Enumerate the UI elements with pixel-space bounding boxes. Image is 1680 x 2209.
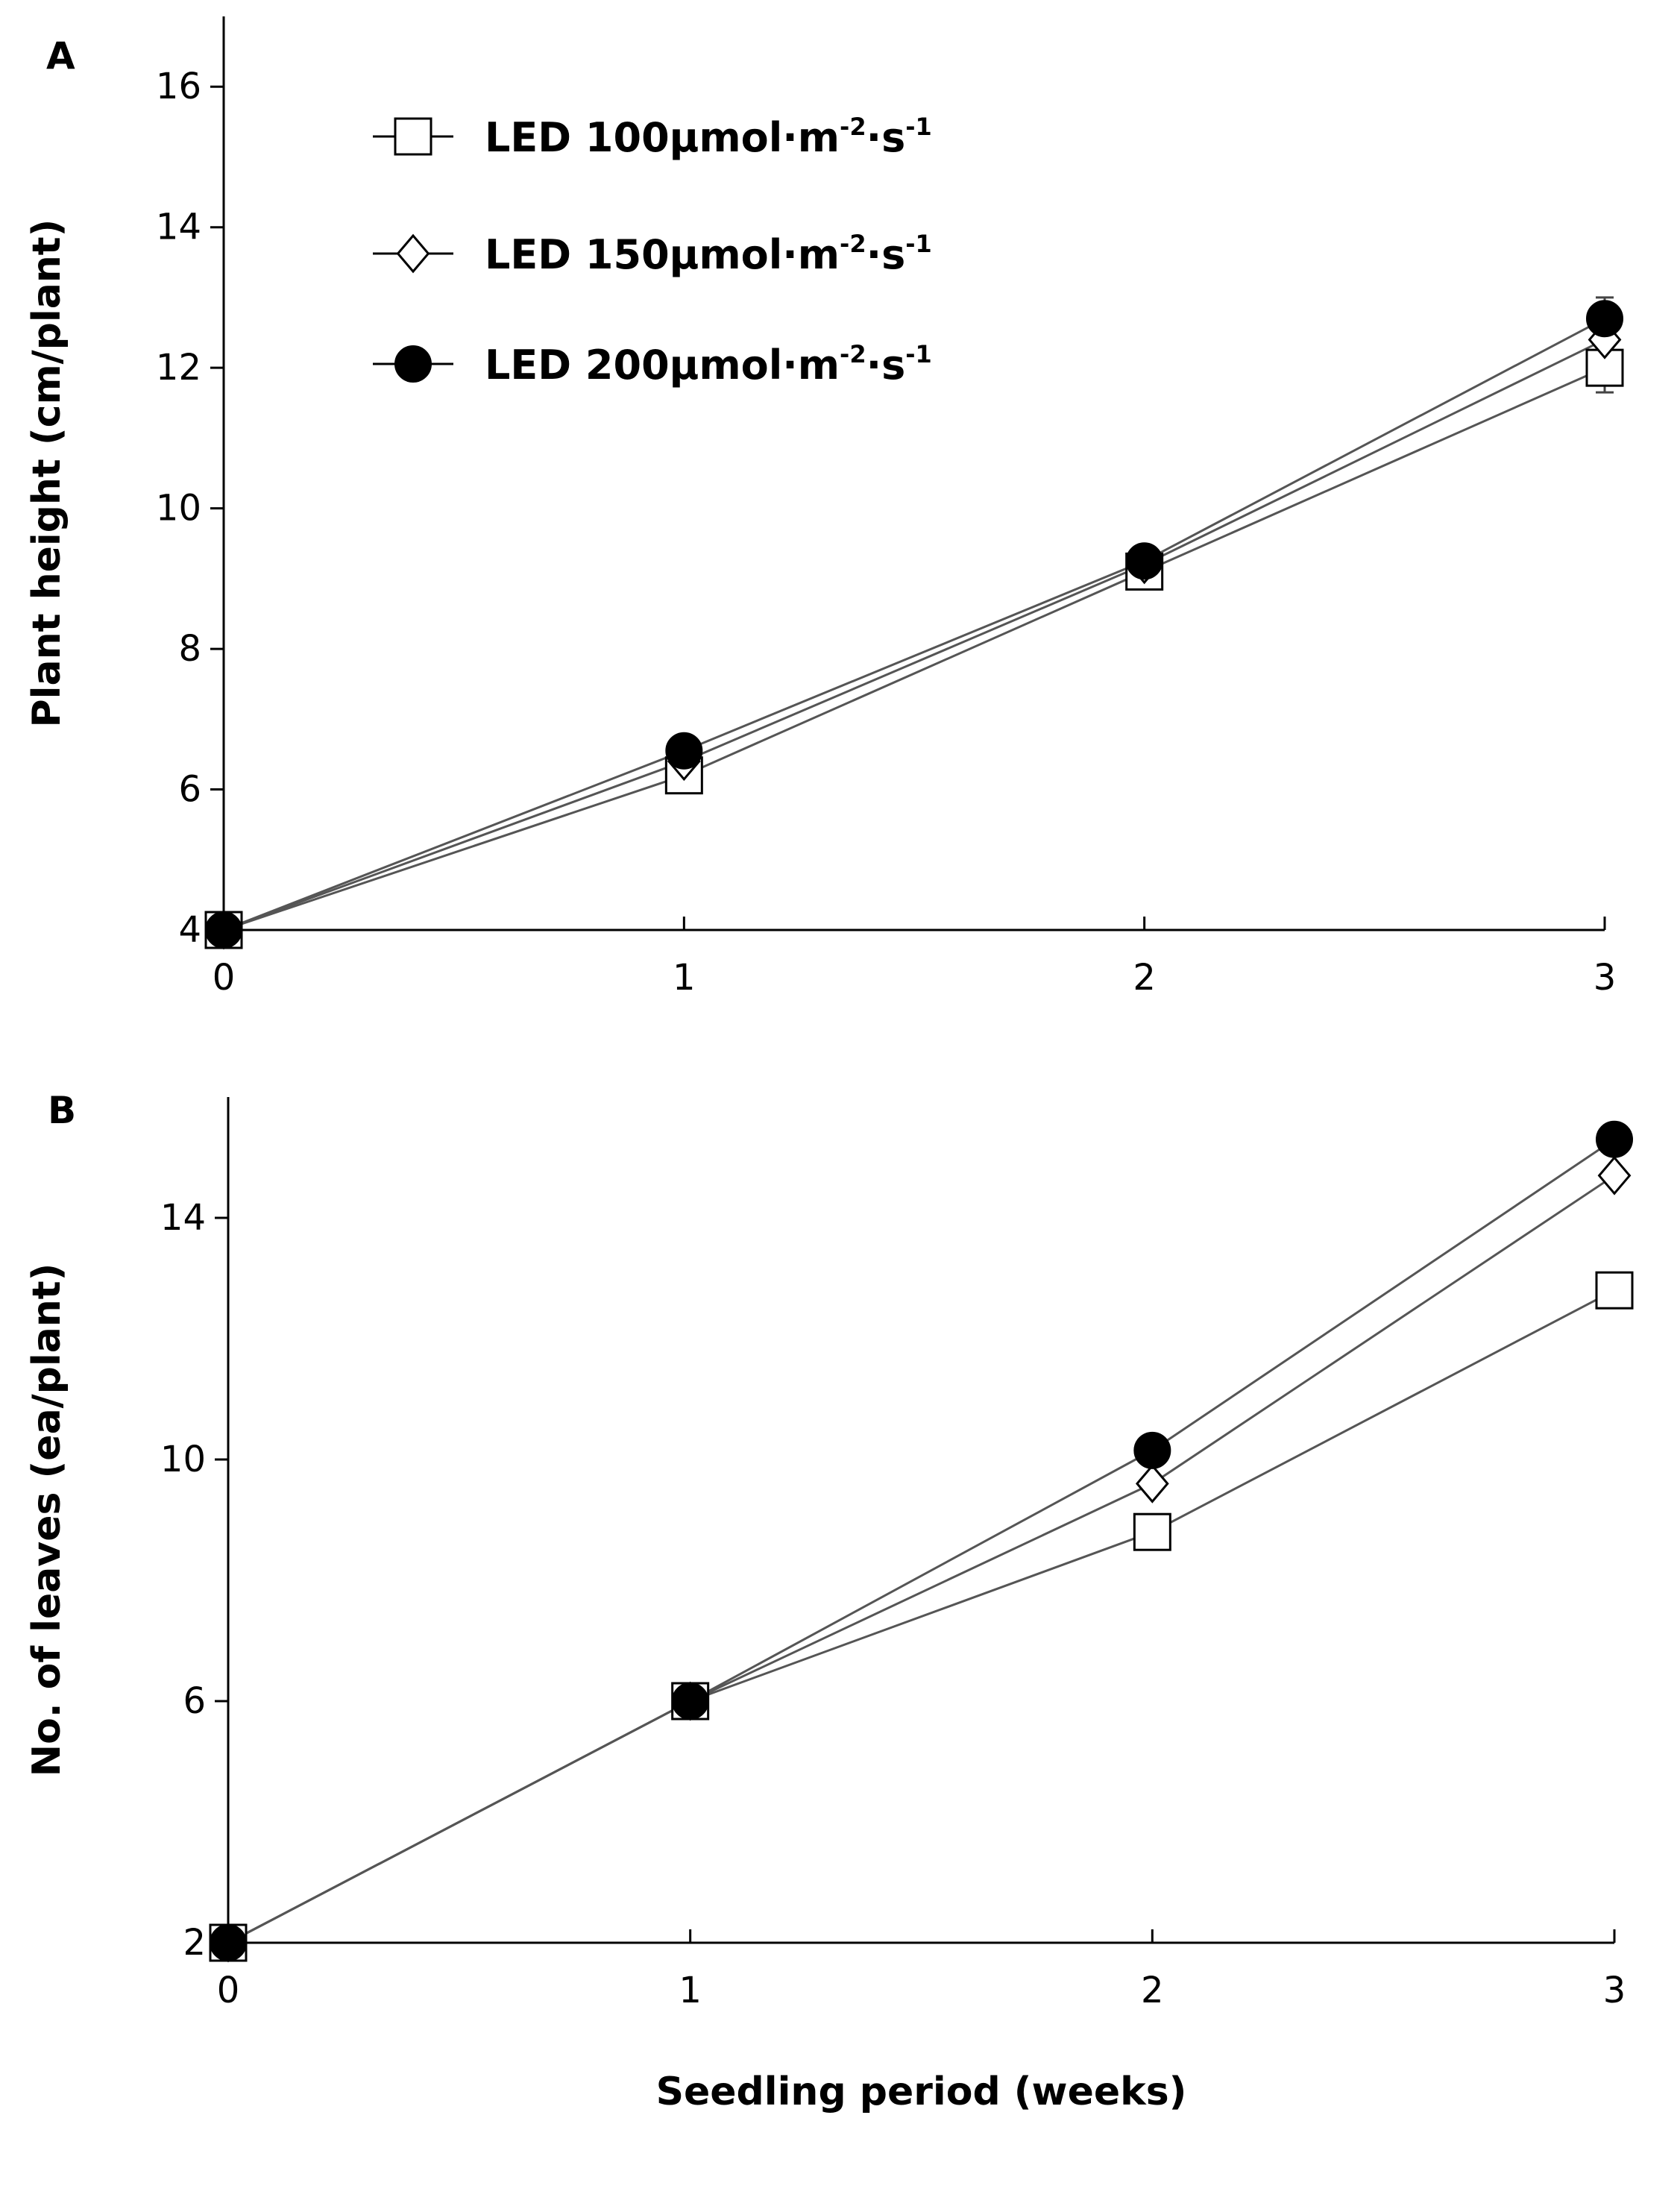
x-axis-title: Seedling period (weeks) <box>656 2070 1187 2114</box>
legend-label: LED 100μmol·m-2·s-1 <box>485 113 932 161</box>
legend-label-text: LED 100μmol·m <box>485 114 840 161</box>
x-tick-label: 1 <box>679 1970 702 2011</box>
data-point <box>210 1924 247 1961</box>
legend-marker <box>394 117 432 156</box>
legend-label-sup: -1 <box>905 230 932 258</box>
x-tick-label: 0 <box>217 1970 240 2011</box>
data-point <box>1133 1431 1171 1469</box>
y-tick-label: 14 <box>156 207 201 248</box>
legend-label: LED 150μmol·m-2·s-1 <box>485 230 932 278</box>
y-tick-label: 10 <box>156 488 201 530</box>
y-tick-label: 16 <box>156 66 201 107</box>
legend-label-sup: -1 <box>905 340 932 368</box>
x-tick-label: 1 <box>673 957 696 999</box>
data-point <box>665 732 703 770</box>
x-tick-label: 2 <box>1141 1970 1164 2011</box>
data-point <box>1586 300 1623 338</box>
data-point <box>1597 1155 1632 1195</box>
y-axis-title: Plant height (cm/plant) <box>25 219 69 728</box>
legend-label-sup: -2 <box>840 230 866 258</box>
legend-label-sup: -1 <box>905 113 932 141</box>
series-line <box>227 1289 1615 1944</box>
legend-marker <box>396 233 430 274</box>
x-tick-label: 3 <box>1594 957 1617 999</box>
data-point <box>205 911 242 949</box>
legend-label-text: LED 200μmol·m <box>485 342 840 389</box>
series-line <box>223 317 1605 931</box>
panel-label: A <box>46 34 75 78</box>
y-tick-label: 14 <box>160 1197 206 1239</box>
y-axis-title: No. of leaves (ea/plant) <box>25 1263 69 1777</box>
legend-label-text: ·s <box>866 114 906 161</box>
legend-label-sup: -2 <box>840 340 866 368</box>
series-line <box>227 1138 1615 1944</box>
panel-label: B <box>48 1089 76 1132</box>
legend-label-sup: -2 <box>840 113 866 141</box>
x-tick-label: 0 <box>213 957 236 999</box>
y-tick-label: 12 <box>156 347 201 389</box>
data-point <box>1125 542 1163 580</box>
y-tick-label: 8 <box>178 628 201 670</box>
x-tick-label: 3 <box>1603 1970 1626 2011</box>
y-tick-label: 6 <box>183 1680 206 1722</box>
y-tick-label: 6 <box>178 769 201 811</box>
legend-label-text: ·s <box>866 342 906 389</box>
x-tick-label: 2 <box>1133 957 1156 999</box>
chart-panel-b: 2 6 10 14 0 1 2 3 B No. of leaves (ea/plant) Seedl… <box>25 1089 1634 2114</box>
data-point <box>1596 1120 1633 1158</box>
y-tick-label: 2 <box>183 1922 206 1964</box>
legend-label: LED 200μmol·m-2·s-1 <box>485 340 932 389</box>
legend-marker <box>394 345 432 383</box>
legend-label-text: ·s <box>866 231 906 278</box>
series-line <box>227 1175 1615 1944</box>
legend-label-text: LED 150μmol·m <box>485 231 840 278</box>
series-line <box>223 366 1605 931</box>
data-point <box>671 1682 709 1720</box>
data-point <box>1135 1464 1169 1503</box>
y-tick-label: 10 <box>160 1439 206 1480</box>
series-line <box>223 339 1605 931</box>
y-tick-label: 4 <box>178 909 201 951</box>
data-point <box>1133 1512 1171 1551</box>
data-point <box>1595 1271 1634 1310</box>
